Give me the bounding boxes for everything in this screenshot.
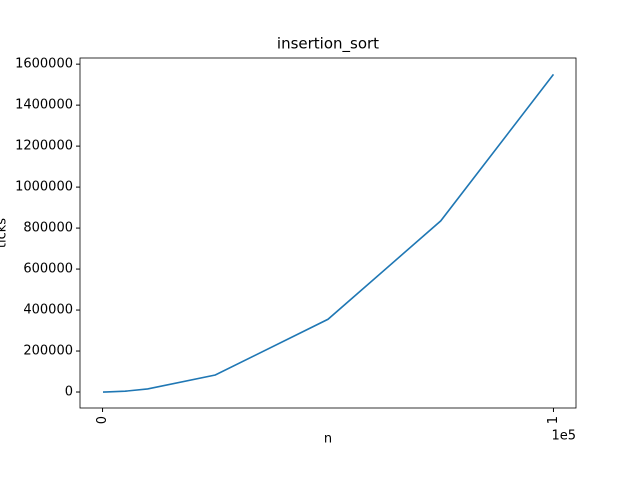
data-line	[102, 73, 555, 393]
y-tick-label: 200000	[23, 344, 73, 359]
y-tick-label: 1600000	[15, 57, 73, 72]
y-tick-label: 800000	[23, 221, 73, 236]
plot-frame	[79, 57, 577, 409]
y-tick-label: 1000000	[15, 180, 73, 195]
chart-title: insertion_sort	[277, 35, 379, 54]
x-tick-label: 1	[546, 416, 561, 424]
x-offset-label: 1e5	[551, 429, 576, 444]
y-tick-label: 600000	[23, 262, 73, 277]
y-tick-label: 1200000	[15, 139, 73, 154]
y-tick-label: 400000	[23, 303, 73, 318]
x-axis-label: n	[324, 432, 332, 447]
y-tick-label: 1400000	[15, 98, 73, 113]
y-axis-label: ticks	[0, 218, 10, 248]
y-tick-label: 0	[65, 385, 73, 400]
x-tick-label: 0	[95, 416, 110, 424]
